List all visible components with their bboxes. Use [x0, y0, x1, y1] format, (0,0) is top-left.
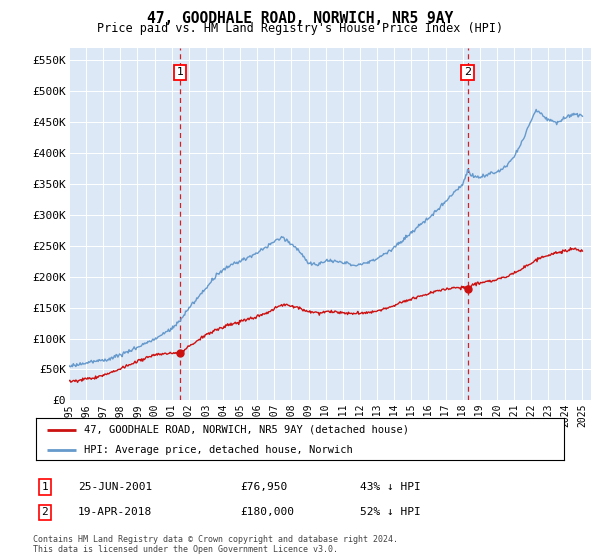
Text: 25-JUN-2001: 25-JUN-2001	[78, 482, 152, 492]
Text: 2: 2	[41, 507, 49, 517]
Text: 47, GOODHALE ROAD, NORWICH, NR5 9AY: 47, GOODHALE ROAD, NORWICH, NR5 9AY	[147, 11, 453, 26]
Text: HPI: Average price, detached house, Norwich: HPI: Average price, detached house, Norw…	[83, 445, 352, 455]
Text: Contains HM Land Registry data © Crown copyright and database right 2024.
This d: Contains HM Land Registry data © Crown c…	[33, 535, 398, 554]
Text: £180,000: £180,000	[240, 507, 294, 517]
Text: 2: 2	[464, 67, 471, 77]
Text: 43% ↓ HPI: 43% ↓ HPI	[360, 482, 421, 492]
Text: £76,950: £76,950	[240, 482, 287, 492]
Text: 1: 1	[41, 482, 49, 492]
Text: Price paid vs. HM Land Registry's House Price Index (HPI): Price paid vs. HM Land Registry's House …	[97, 22, 503, 35]
Text: 1: 1	[176, 67, 184, 77]
Text: 47, GOODHALE ROAD, NORWICH, NR5 9AY (detached house): 47, GOODHALE ROAD, NORWICH, NR5 9AY (det…	[83, 424, 409, 435]
Text: 52% ↓ HPI: 52% ↓ HPI	[360, 507, 421, 517]
Text: 19-APR-2018: 19-APR-2018	[78, 507, 152, 517]
